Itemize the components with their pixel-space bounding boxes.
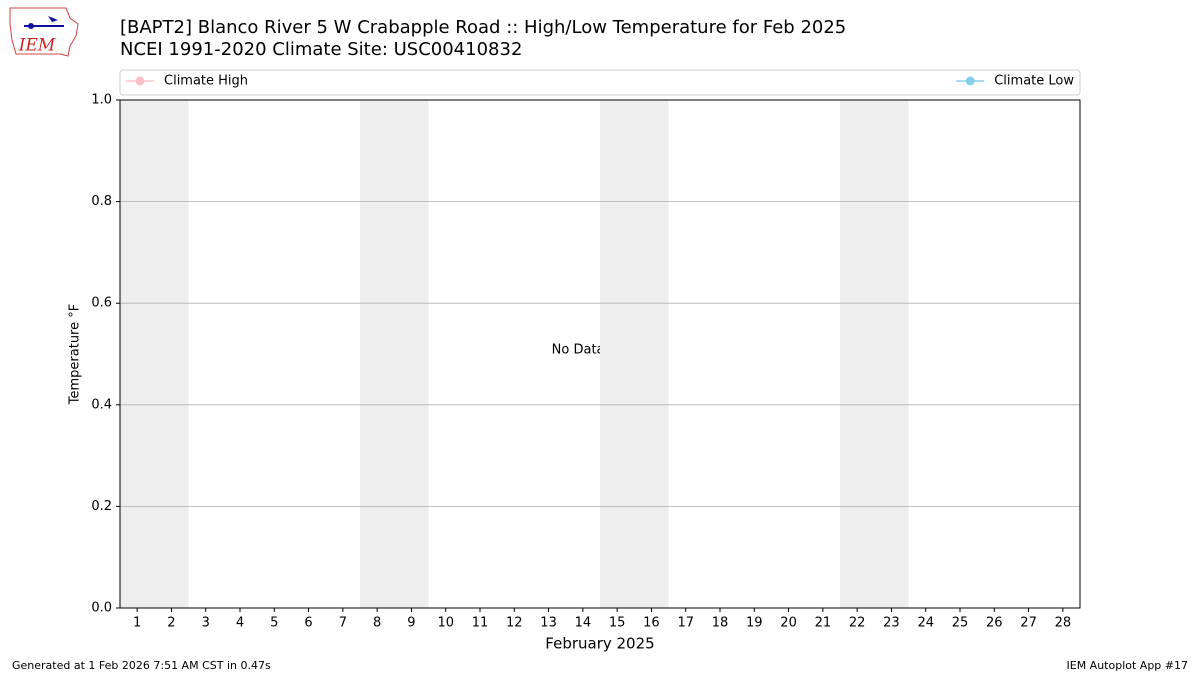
x-axis-label: February 2025 xyxy=(545,635,654,653)
logo-text: IEM xyxy=(18,36,56,56)
y-tick-label: 1.0 xyxy=(91,93,112,108)
x-tick-label: 20 xyxy=(780,616,797,631)
y-tick-label: 0.0 xyxy=(91,601,112,616)
y-tick-label: 0.6 xyxy=(91,296,112,311)
shaded-range xyxy=(600,100,669,608)
chart-title: [BAPT2] Blanco River 5 W Crabapple Road … xyxy=(120,17,846,38)
x-tick-label: 22 xyxy=(849,616,866,631)
legend-label: Climate High xyxy=(164,74,248,89)
x-tick-label: 8 xyxy=(373,616,381,631)
x-tick-label: 13 xyxy=(540,616,557,631)
x-tick-label: 23 xyxy=(883,616,900,631)
footer-left: Generated at 1 Feb 2026 7:51 AM CST in 0… xyxy=(12,659,271,672)
x-tick-label: 21 xyxy=(815,616,832,631)
plot-frame xyxy=(119,99,1081,609)
x-tick-label: 15 xyxy=(609,616,626,631)
x-tick-label: 10 xyxy=(437,616,454,631)
x-tick-label: 17 xyxy=(677,616,694,631)
x-tick-label: 11 xyxy=(472,616,489,631)
shaded-range xyxy=(360,100,429,608)
x-tick-label: 12 xyxy=(506,616,523,631)
y-tick-label: 0.8 xyxy=(91,194,112,209)
y-tick-label: 0.2 xyxy=(91,499,112,514)
y-axis-label: Temperature °F xyxy=(68,304,83,405)
x-tick-label: 25 xyxy=(952,616,969,631)
legend-entry: Climate Low xyxy=(956,74,1074,89)
legend-marker xyxy=(965,76,975,86)
x-tick-label: 9 xyxy=(407,616,415,631)
legend-entry: Climate High xyxy=(126,74,248,89)
x-tick-label: 18 xyxy=(712,616,729,631)
shaded-range xyxy=(840,100,909,608)
chart-subtitle: NCEI 1991-2020 Climate Site: USC00410832 xyxy=(120,39,522,60)
x-tick-label: 5 xyxy=(270,616,278,631)
legend-label: Climate Low xyxy=(994,74,1074,89)
x-tick-label: 26 xyxy=(986,616,1003,631)
y-tick-label: 0.4 xyxy=(91,397,112,412)
x-tick-label: 2 xyxy=(167,616,175,631)
x-tick-label: 4 xyxy=(236,616,244,631)
legend-marker xyxy=(135,76,145,86)
x-tick-label: 24 xyxy=(917,616,934,631)
x-tick-label: 7 xyxy=(339,616,347,631)
x-tick-label: 3 xyxy=(202,616,210,631)
logo: IEM xyxy=(9,7,79,57)
footer-right: IEM Autoplot App #17 xyxy=(1067,659,1189,672)
x-tick-label: 16 xyxy=(643,616,660,631)
x-tick-label: 27 xyxy=(1020,616,1037,631)
legend-box xyxy=(119,69,1081,96)
x-tick-label: 19 xyxy=(746,616,763,631)
x-tick-label: 14 xyxy=(575,616,592,631)
x-tick-label: 6 xyxy=(304,616,312,631)
x-tick-label: 28 xyxy=(1055,616,1072,631)
shaded-range xyxy=(120,100,189,608)
x-tick-label: 1 xyxy=(133,616,141,631)
